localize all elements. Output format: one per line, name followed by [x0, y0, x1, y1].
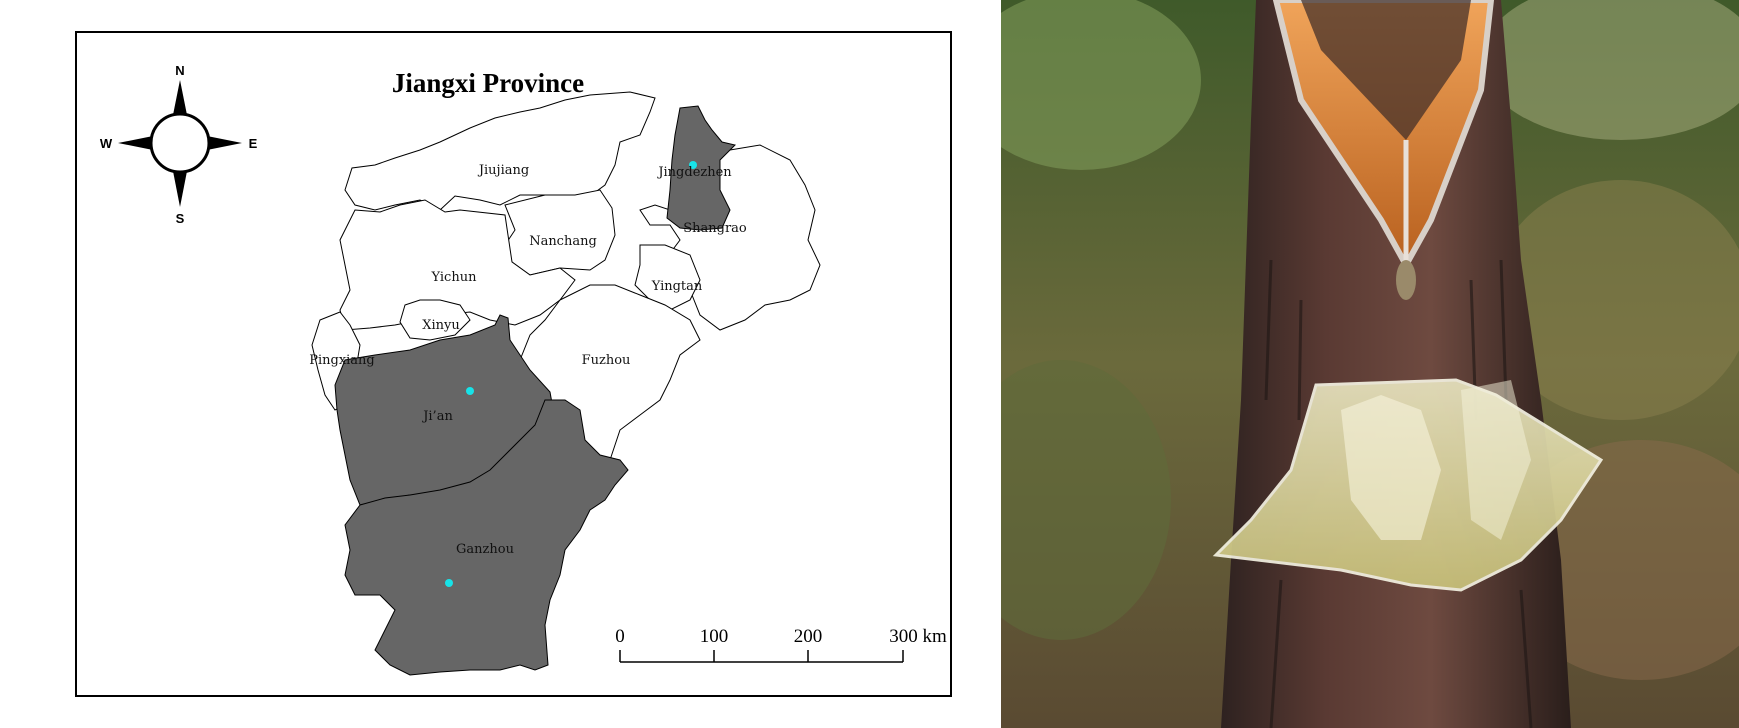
resin-tapping-photo [1001, 0, 1739, 728]
region-nanchang [504, 189, 616, 276]
label-yingtan: Yingtan [651, 279, 703, 294]
scale-bar: 0 100 200 300 km [615, 626, 947, 663]
label-shangrao: Shangrao [683, 221, 747, 236]
compass-south: S [176, 211, 185, 226]
label-jiujiang: Jiujiang [477, 163, 529, 178]
region-ganzhou [344, 399, 629, 676]
region-jingdezhen [666, 105, 736, 231]
label-jian: Ji’an [421, 409, 453, 424]
label-xinyu: Xinyu [422, 318, 460, 333]
label-ganzhou: Ganzhou [456, 542, 514, 557]
scale-tick-300: 300 km [889, 626, 947, 647]
label-yichun: Yichun [431, 270, 478, 285]
region-yingtan [634, 244, 701, 311]
highlighted-regions [334, 105, 736, 676]
sample-points [445, 161, 697, 587]
map-title: Jiangxi Province [392, 68, 584, 98]
scale-tick-0: 0 [615, 626, 625, 647]
label-jingdezhen: Jingdezhen [656, 165, 732, 180]
city-labels: Jiujiang Jingdezhen Shangrao Nanchang Yi… [309, 163, 747, 557]
compass-west: W [100, 136, 113, 151]
label-pingxiang: Pingxiang [309, 353, 375, 368]
compass-north: N [175, 63, 184, 78]
region-jiujiang [344, 91, 656, 211]
label-fuzhou: Fuzhou [582, 353, 631, 368]
scale-tick-200: 200 [794, 626, 823, 647]
compass-east: E [249, 136, 258, 151]
region-outlines [311, 91, 821, 466]
label-nanchang: Nanchang [529, 234, 597, 249]
pine-tree-photo-image [1001, 0, 1739, 728]
sample-point-jian [466, 387, 474, 395]
sample-point-ganzhou [445, 579, 453, 587]
scale-tick-100: 100 [700, 626, 729, 647]
sample-point-jingdezhen [689, 161, 697, 169]
region-xinyu [399, 299, 471, 341]
compass-rose-icon: N S W E [100, 63, 258, 226]
